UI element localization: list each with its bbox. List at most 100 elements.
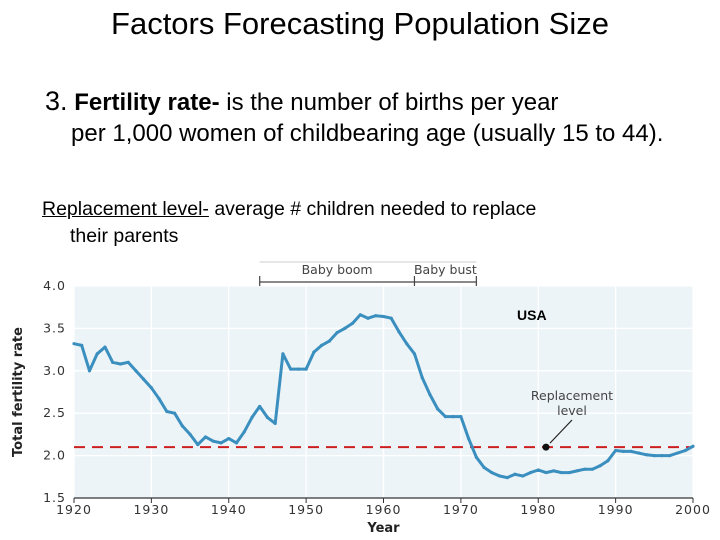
x-tick-label: 1940: [211, 502, 247, 517]
data-point: [250, 415, 254, 420]
data-point: [451, 414, 455, 419]
replacement-marker: [542, 443, 550, 451]
data-point: [95, 352, 99, 356]
y-tick-label: 4.0: [43, 278, 66, 293]
data-point: [374, 314, 378, 318]
y-tick-label: 3.5: [43, 320, 66, 335]
data-point: [258, 404, 262, 409]
data-point: [683, 448, 687, 453]
fertility-rate-def-rest: per 1,000 women of childbearing age (usu…: [71, 120, 664, 147]
data-point: [420, 375, 424, 380]
data-point: [497, 474, 502, 478]
data-point: [87, 369, 92, 373]
x-tick-label: 2000: [675, 502, 711, 517]
data-point: [660, 454, 664, 458]
baby-bust-label: Baby bust: [414, 262, 477, 277]
data-point: [505, 476, 509, 480]
gridlines: [73, 285, 694, 499]
data-point: [118, 362, 123, 366]
data-point: [590, 467, 595, 471]
data-point: [227, 437, 231, 441]
x-axis-ticks: 1920 1930 1940 1950 1960 1970 1980 1990 2000: [56, 498, 711, 517]
data-point: [691, 444, 695, 448]
replacement-annotation-line2: level: [557, 403, 587, 418]
data-point: [142, 377, 146, 381]
data-point: [621, 449, 625, 453]
data-point: [312, 350, 316, 354]
x-axis-label: Year: [366, 521, 400, 536]
replacement-level-term: Replacement level-: [42, 198, 209, 220]
data-point: [443, 414, 447, 419]
data-point: [559, 470, 564, 475]
data-point: [358, 313, 362, 317]
replacement-arrow: [549, 419, 573, 444]
data-point: [203, 435, 208, 439]
data-point: [598, 464, 602, 468]
data-point: [188, 432, 192, 436]
data-point: [289, 367, 293, 371]
data-point: [234, 441, 239, 445]
data-point: [668, 454, 672, 458]
y-tick-label: 3.0: [43, 363, 66, 378]
x-tick-label: 1990: [598, 502, 634, 517]
data-point: [552, 469, 556, 473]
data-point: [467, 437, 471, 441]
usa-label: USA: [517, 307, 547, 323]
data-point: [72, 342, 76, 346]
data-point: [335, 331, 339, 335]
data-point: [528, 470, 533, 475]
x-tick-label: 1920: [56, 502, 92, 517]
fertility-rate-term: Fertility rate-: [74, 89, 220, 116]
data-point: [428, 392, 432, 397]
data-point: [614, 448, 618, 453]
data-point: [397, 330, 401, 334]
data-point: [474, 455, 478, 459]
data-point: [320, 343, 324, 347]
data-point: [652, 454, 656, 458]
data-point: [459, 414, 463, 419]
data-point: [536, 468, 540, 472]
data-point: [126, 360, 130, 364]
y-tick-label: 1.5: [43, 490, 66, 505]
data-points: [72, 313, 695, 480]
baby-boom-label: Baby boom: [302, 262, 373, 277]
x-tick-label: 1950: [288, 502, 324, 517]
slide-title: Factors Forecasting Population Size: [111, 6, 609, 41]
fertility-rate-def-first: is the number of births per year: [219, 89, 559, 116]
data-point: [482, 465, 486, 470]
fertility-rate-definition: 3. Fertility rate- is the number of birt…: [45, 86, 685, 149]
period-brackets: [259, 261, 477, 286]
data-point: [567, 470, 571, 475]
data-point: [544, 470, 548, 475]
data-point: [219, 441, 223, 445]
data-point: [149, 386, 153, 390]
data-point: [180, 424, 184, 428]
data-point: [521, 474, 525, 478]
data-point: [350, 321, 355, 325]
data-point: [196, 442, 200, 447]
y-axis-label: Total fertility rate: [11, 327, 26, 457]
data-point: [281, 352, 285, 356]
data-point: [172, 411, 177, 415]
replacement-level-def-rest: their parents: [70, 225, 179, 247]
data-point: [490, 470, 494, 475]
x-tick-label: 1930: [133, 502, 169, 517]
data-point: [675, 451, 680, 455]
data-point: [583, 467, 587, 471]
data-point: [327, 339, 331, 343]
x-tick-label: 1980: [520, 502, 556, 517]
data-point: [165, 409, 169, 414]
data-point: [80, 343, 84, 347]
data-point: [134, 369, 138, 373]
data-point: [513, 472, 517, 476]
fertility-rate-chart: 1920 1930 1940 1950 1960 1970 1980 1990 2000 1.5…: [11, 261, 711, 536]
data-point: [111, 360, 115, 364]
data-point: [389, 316, 393, 320]
data-point: [381, 314, 386, 319]
y-axis-ticks: 1.5 2.0 2.5 3.0 3.5 4.0: [43, 278, 66, 505]
data-point: [606, 459, 610, 463]
data-point: [366, 316, 370, 320]
data-point: [211, 439, 215, 443]
y-tick-label: 2.0: [43, 448, 66, 463]
data-point: [637, 451, 641, 455]
